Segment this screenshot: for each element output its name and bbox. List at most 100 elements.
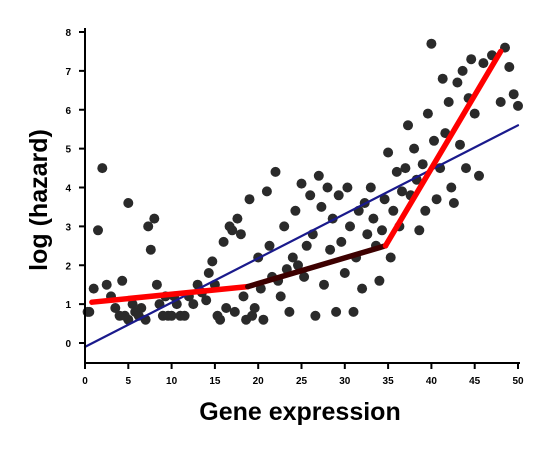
data-point [221, 303, 232, 313]
data-point [143, 221, 154, 232]
data-point [264, 240, 275, 251]
y-tick-label: 2 [65, 261, 71, 272]
data-point [88, 283, 99, 294]
data-point [336, 236, 347, 247]
data-point [249, 303, 260, 313]
data-point [383, 147, 394, 158]
data-point [287, 252, 298, 263]
data-point [203, 268, 214, 278]
data-point [101, 279, 112, 290]
data-point [258, 314, 269, 325]
data-point [414, 225, 425, 236]
data-point [455, 139, 465, 150]
x-tick-label: 45 [469, 376, 481, 387]
data-point [368, 213, 379, 224]
data-point [431, 194, 442, 205]
data-point [495, 97, 506, 107]
data-point [385, 252, 396, 263]
x-tick-label: 20 [253, 376, 265, 387]
data-point [443, 97, 454, 107]
data-point [227, 225, 238, 236]
y-tick-label: 8 [65, 28, 71, 39]
data-point [299, 271, 310, 282]
data-point [457, 65, 468, 76]
x-tick-label: 5 [126, 376, 132, 387]
data-point [247, 310, 258, 321]
data-point [400, 163, 411, 174]
data-point [110, 303, 121, 313]
regression-line [83, 124, 520, 348]
data-point [235, 229, 246, 240]
data-point [207, 256, 218, 267]
data-point [166, 310, 177, 321]
x-tick-label: 25 [296, 376, 308, 387]
x-tick-label: 35 [383, 376, 395, 387]
data-point [379, 194, 390, 205]
y-tick-label: 4 [65, 184, 71, 195]
data-point [388, 205, 399, 216]
x-tick-label: 10 [166, 376, 178, 387]
x-tick-label: 0 [82, 376, 88, 387]
data-point [429, 135, 439, 146]
data-point [362, 229, 373, 240]
data-point [215, 314, 226, 325]
x-tick-label: 30 [339, 376, 351, 387]
x-tick-label: 40 [426, 376, 438, 387]
data-point [391, 166, 402, 177]
data-point [238, 291, 249, 302]
data-point [357, 283, 368, 294]
data-point [232, 213, 243, 224]
data-point [97, 163, 108, 174]
data-point [437, 73, 448, 84]
data-point [310, 310, 321, 321]
data-point [325, 244, 336, 255]
data-point [123, 314, 134, 325]
data-point [331, 306, 342, 317]
data-point [345, 221, 355, 232]
data-point [244, 194, 255, 205]
y-tick-label: 1 [65, 300, 71, 311]
data-point [218, 236, 229, 247]
y-axis-title: log (hazard) [25, 129, 53, 271]
data-point [422, 108, 433, 119]
piecewise-segment [89, 283, 251, 305]
data-point [397, 186, 407, 197]
points-layer [82, 38, 523, 325]
data-point [301, 240, 312, 251]
y-tick-label: 5 [65, 145, 71, 156]
y-tick-label: 0 [65, 339, 71, 350]
data-point [322, 182, 333, 193]
data-point [123, 198, 134, 208]
lines-layer [83, 48, 520, 348]
data-point [377, 225, 387, 236]
x-axis-title: Gene expression [199, 398, 400, 426]
data-point [151, 279, 162, 290]
data-point [293, 260, 303, 271]
data-point [339, 268, 350, 278]
data-point [319, 279, 329, 290]
data-point [348, 306, 359, 317]
piecewise-segment [382, 48, 504, 249]
data-point [426, 38, 437, 49]
data-point [474, 170, 484, 181]
x-tick-label: 50 [512, 376, 524, 387]
data-point [275, 291, 286, 302]
data-point [93, 225, 103, 236]
data-point [149, 213, 160, 224]
data-point [508, 89, 519, 100]
data-point [305, 190, 316, 201]
data-point [316, 201, 327, 212]
data-point [261, 186, 272, 197]
data-point [284, 306, 295, 317]
data-point [333, 190, 344, 201]
data-point [365, 182, 376, 193]
data-point [448, 198, 459, 208]
data-point [145, 244, 156, 255]
data-point [290, 205, 301, 216]
data-point [84, 306, 95, 317]
data-point [117, 275, 128, 286]
data-point [127, 299, 138, 310]
